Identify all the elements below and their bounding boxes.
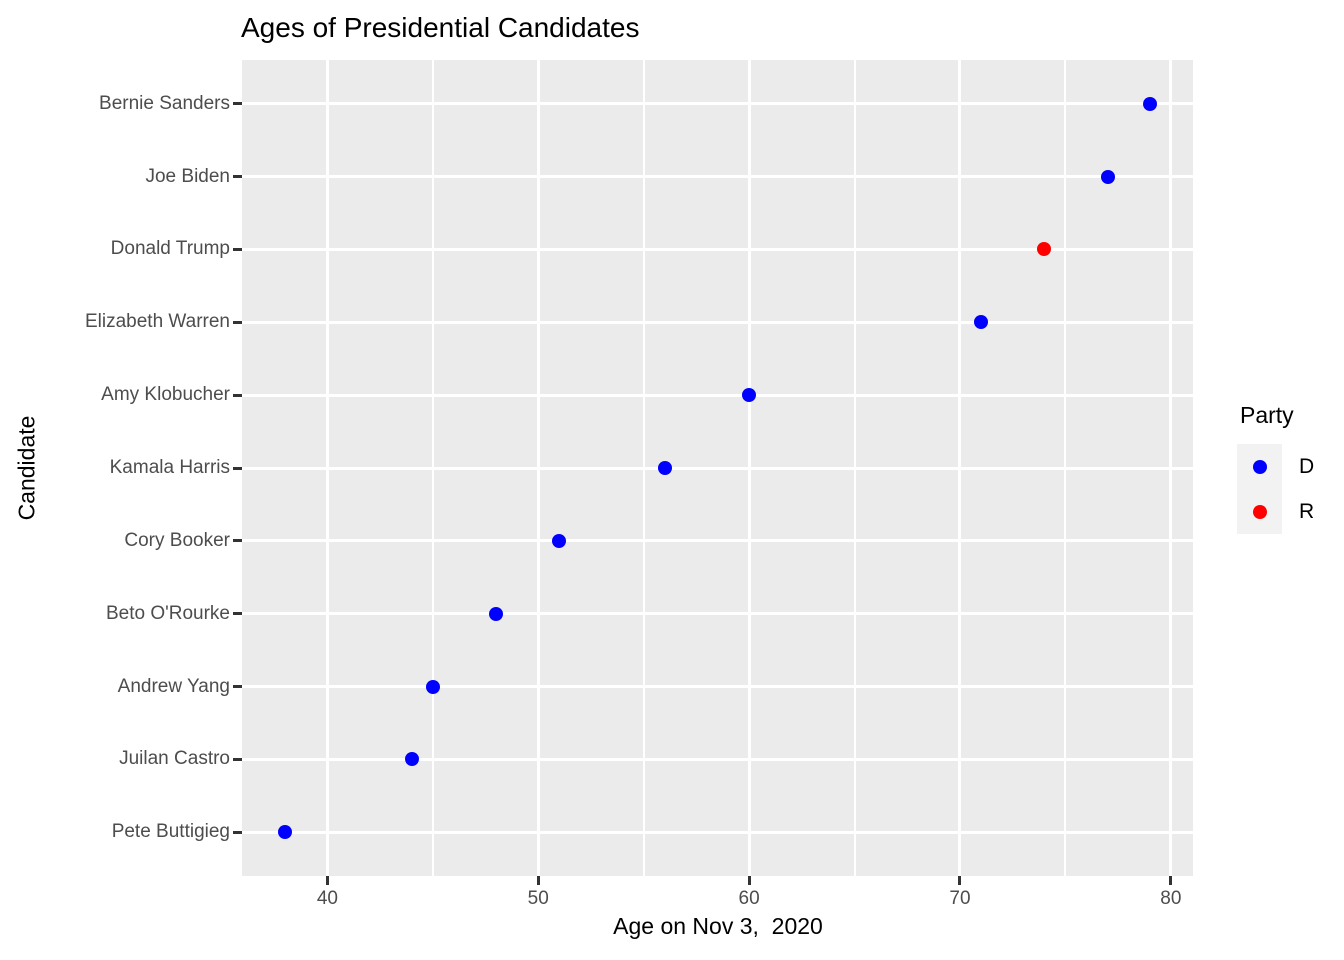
x-axis-title: Age on Nov 3, 2020 — [613, 913, 823, 939]
y-major-gridline — [242, 320, 1193, 324]
x-tick-label: 40 — [316, 888, 338, 909]
x-tick-mark — [325, 876, 329, 885]
legend-item-label: R — [1299, 499, 1315, 523]
legend-item-d: D — [1237, 444, 1314, 489]
y-major-gridline — [242, 102, 1193, 106]
x-tick-mark — [1169, 876, 1173, 885]
data-point-juilan-castro — [404, 752, 419, 767]
y-tick-label: Amy Klobucher — [101, 384, 230, 406]
y-major-gridline — [242, 612, 1193, 616]
y-tick-mark — [233, 320, 242, 324]
y-tick-mark — [233, 393, 242, 397]
y-tick-mark — [233, 757, 242, 761]
y-tick-label: Kamala Harris — [109, 457, 230, 478]
y-major-gridline — [242, 466, 1193, 470]
legend-key — [1237, 444, 1282, 489]
data-point-elizabeth-warren — [974, 315, 989, 330]
legend-point-icon — [1252, 504, 1267, 519]
x-tick-label: 60 — [738, 888, 760, 909]
x-tick-mark — [747, 876, 751, 885]
y-tick-mark — [233, 539, 242, 543]
y-major-gridline — [242, 539, 1193, 543]
y-tick-mark — [233, 466, 242, 470]
data-point-kamala-harris — [657, 461, 672, 475]
x-tick-label: 70 — [949, 888, 971, 909]
y-major-gridline — [242, 175, 1193, 179]
x-tick-mark — [536, 876, 540, 885]
data-point-bernie-sanders — [1142, 96, 1157, 111]
y-tick-mark — [233, 612, 242, 616]
y-tick-label: Bernie Sanders — [99, 92, 230, 114]
y-major-gridline — [242, 393, 1193, 397]
data-point-amy-klobucher — [742, 388, 757, 403]
data-point-andrew-yang — [425, 679, 440, 694]
y-tick-mark — [233, 247, 242, 251]
y-major-gridline — [242, 247, 1193, 251]
legend-item-label: D — [1299, 454, 1315, 478]
legend-item-r: R — [1237, 489, 1314, 534]
y-tick-label: Joe Biden — [145, 165, 230, 187]
chart-title: Ages of Presidential Candidates — [241, 12, 640, 43]
y-tick-label: Pete Buttigieg — [111, 821, 230, 843]
y-major-gridline — [242, 757, 1193, 761]
data-point-cory-booker — [552, 533, 567, 548]
x-tick-label: 80 — [1160, 888, 1182, 909]
y-major-gridline — [242, 830, 1193, 834]
legend-title: Party — [1240, 402, 1294, 428]
y-tick-mark — [233, 102, 242, 106]
y-tick-label: Elizabeth Warren — [84, 311, 230, 333]
x-tick-label: 50 — [527, 888, 549, 909]
y-tick-label: Cory Booker — [124, 529, 230, 551]
legend-key — [1237, 489, 1282, 534]
x-tick-mark — [958, 876, 962, 885]
y-tick-label: Juilan Castro — [119, 748, 230, 770]
data-point-donald-trump — [1037, 242, 1052, 257]
data-point-beto-o-rourke — [489, 606, 504, 621]
y-tick-mark — [233, 175, 242, 179]
y-tick-mark — [233, 830, 242, 834]
y-major-gridline — [242, 685, 1193, 689]
legend-point-icon — [1252, 459, 1267, 474]
y-tick-mark — [233, 685, 242, 689]
data-point-joe-biden — [1100, 169, 1115, 184]
y-tick-label: Beto O'Rourke — [105, 602, 230, 624]
plot-panel — [242, 60, 1193, 876]
y-tick-label: Donald Trump — [110, 238, 230, 260]
y-tick-label: Andrew Yang — [117, 675, 230, 697]
data-point-pete-buttigieg — [278, 825, 293, 840]
